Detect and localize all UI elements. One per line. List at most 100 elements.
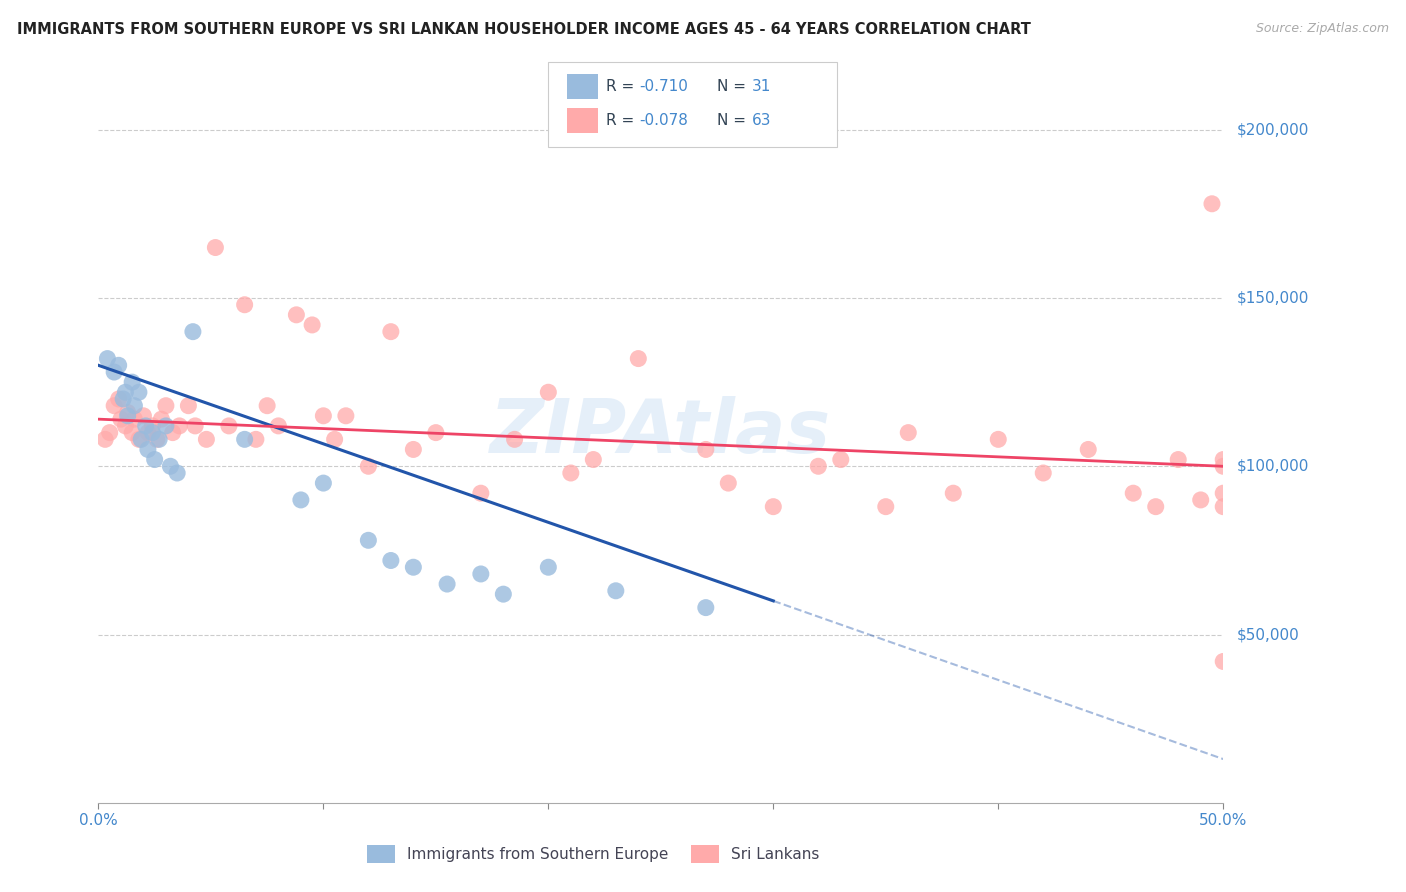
Point bbox=[987, 433, 1010, 447]
Point bbox=[184, 418, 207, 433]
Legend: Immigrants from Southern Europe, Sri Lankans: Immigrants from Southern Europe, Sri Lan… bbox=[361, 839, 825, 869]
Point bbox=[124, 399, 146, 413]
Point bbox=[301, 318, 323, 332]
Point bbox=[117, 405, 139, 419]
Point bbox=[492, 587, 515, 601]
Point bbox=[1212, 500, 1234, 514]
Point bbox=[129, 433, 152, 447]
Point bbox=[605, 583, 627, 598]
Point bbox=[560, 466, 582, 480]
Point bbox=[402, 560, 425, 574]
Text: R =: R = bbox=[606, 113, 640, 128]
Text: IMMIGRANTS FROM SOUTHERN EUROPE VS SRI LANKAN HOUSEHOLDER INCOME AGES 45 - 64 YE: IMMIGRANTS FROM SOUTHERN EUROPE VS SRI L… bbox=[17, 22, 1031, 37]
Point bbox=[1189, 492, 1212, 507]
Point bbox=[582, 452, 605, 467]
Point bbox=[425, 425, 447, 440]
Point bbox=[94, 433, 117, 447]
Point bbox=[627, 351, 650, 366]
Text: 63: 63 bbox=[752, 113, 772, 128]
Point bbox=[245, 433, 267, 447]
Point bbox=[1212, 655, 1234, 669]
Point bbox=[117, 409, 139, 423]
Point bbox=[103, 399, 125, 413]
Point bbox=[121, 425, 143, 440]
Point bbox=[470, 486, 492, 500]
Point bbox=[128, 433, 150, 447]
Point bbox=[1201, 196, 1223, 211]
Point bbox=[807, 459, 830, 474]
Point bbox=[1212, 459, 1234, 474]
Point bbox=[1167, 452, 1189, 467]
Point bbox=[436, 577, 458, 591]
Point bbox=[875, 500, 897, 514]
Point bbox=[1144, 500, 1167, 514]
Point bbox=[290, 492, 312, 507]
Point bbox=[285, 308, 308, 322]
Point bbox=[121, 375, 143, 389]
Point bbox=[112, 392, 135, 406]
Point bbox=[107, 359, 129, 373]
Point bbox=[233, 433, 256, 447]
Point bbox=[503, 433, 526, 447]
Text: 31: 31 bbox=[752, 79, 772, 94]
Point bbox=[114, 385, 136, 400]
Point bbox=[335, 409, 357, 423]
Text: $50,000: $50,000 bbox=[1237, 627, 1301, 642]
Point bbox=[402, 442, 425, 457]
Text: ZIPAtlas: ZIPAtlas bbox=[491, 396, 831, 469]
Point bbox=[148, 433, 170, 447]
Text: N =: N = bbox=[717, 113, 751, 128]
Point bbox=[380, 553, 402, 567]
Point bbox=[141, 418, 163, 433]
Point bbox=[177, 399, 200, 413]
Point bbox=[143, 452, 166, 467]
Text: Source: ZipAtlas.com: Source: ZipAtlas.com bbox=[1256, 22, 1389, 36]
Point bbox=[830, 452, 852, 467]
Point bbox=[695, 442, 717, 457]
Point bbox=[103, 365, 125, 379]
Point bbox=[150, 412, 173, 426]
Point bbox=[312, 409, 335, 423]
Point bbox=[141, 425, 163, 440]
Point bbox=[110, 412, 132, 426]
Text: $100,000: $100,000 bbox=[1237, 458, 1309, 474]
Point bbox=[323, 433, 346, 447]
Point bbox=[1032, 466, 1054, 480]
Point bbox=[1212, 486, 1234, 500]
Point bbox=[762, 500, 785, 514]
Point bbox=[695, 600, 717, 615]
Point bbox=[312, 476, 335, 491]
Point bbox=[162, 425, 184, 440]
Point bbox=[136, 442, 159, 457]
Point bbox=[256, 399, 278, 413]
Text: -0.710: -0.710 bbox=[640, 79, 689, 94]
Point bbox=[146, 433, 169, 447]
Point bbox=[159, 459, 181, 474]
Text: R =: R = bbox=[606, 79, 640, 94]
Point bbox=[537, 560, 560, 574]
Point bbox=[218, 418, 240, 433]
Point bbox=[195, 433, 218, 447]
Point bbox=[1212, 452, 1234, 467]
Text: $200,000: $200,000 bbox=[1237, 122, 1309, 137]
Point bbox=[124, 412, 146, 426]
Point bbox=[128, 385, 150, 400]
Point bbox=[107, 392, 129, 406]
Point bbox=[357, 459, 380, 474]
Text: -0.078: -0.078 bbox=[640, 113, 689, 128]
Point bbox=[942, 486, 965, 500]
Point bbox=[96, 351, 118, 366]
Text: N =: N = bbox=[717, 79, 751, 94]
Point bbox=[537, 385, 560, 400]
Point bbox=[166, 466, 188, 480]
Point bbox=[1122, 486, 1144, 500]
Point bbox=[717, 476, 740, 491]
Point bbox=[470, 566, 492, 581]
Point bbox=[136, 425, 159, 440]
Point bbox=[169, 418, 191, 433]
Point bbox=[204, 240, 226, 255]
Point bbox=[233, 298, 256, 312]
Point bbox=[1077, 442, 1099, 457]
Point bbox=[114, 418, 136, 433]
Text: $150,000: $150,000 bbox=[1237, 291, 1309, 305]
